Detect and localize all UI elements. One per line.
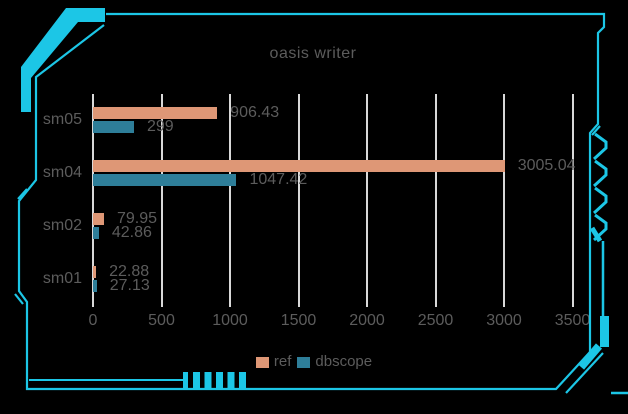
gridline-3000 <box>503 94 505 307</box>
category-label-sm04: sm04 <box>42 164 82 181</box>
legend-item-ref: ref <box>255 353 292 370</box>
x-axis-tick-label: 500 <box>148 312 175 329</box>
gridline-3500 <box>571 94 574 307</box>
category-label-sm01: sm01 <box>42 270 82 287</box>
frame-right-echo <box>591 125 601 136</box>
x-axis-tick-label: 3000 <box>486 312 522 329</box>
bar-ref-sm01 <box>93 266 97 278</box>
legend-swatch-ref <box>255 356 269 368</box>
legend-label-dbscope: dbscope <box>315 353 373 370</box>
legend-label-ref: ref <box>273 353 292 370</box>
frame-border-line <box>17 12 606 391</box>
value-label-ref-sm04: 3005.04 <box>517 157 576 174</box>
x-axis-tick-label: 2500 <box>417 312 454 329</box>
value-label-dbscope-sm02: 42.86 <box>111 224 152 241</box>
chart-title: oasis writer <box>269 45 357 62</box>
value-label-dbscope-sm01: 27.13 <box>109 277 150 294</box>
frame-chevrons <box>592 132 608 242</box>
frame-endcap <box>183 372 188 388</box>
frame-right-bar <box>600 316 609 347</box>
gridline-2000 <box>366 94 368 307</box>
x-axis-tick-label: 3500 <box>554 312 591 329</box>
bar-dbscope-sm01 <box>93 280 97 292</box>
frame-left-echo-lower <box>14 293 24 305</box>
gridline-1500 <box>297 94 300 307</box>
x-axis-tick-label: 1500 <box>280 312 317 329</box>
bar-dbscope-sm02 <box>93 227 99 239</box>
frame-dash-ticks <box>193 372 246 388</box>
x-axis-tick-label: 2000 <box>349 312 385 329</box>
value-label-ref-sm05: 906.43 <box>230 104 280 121</box>
gridline-2500 <box>434 94 437 307</box>
bar-dbscope-sm05 <box>93 121 134 133</box>
legend-swatch-dbscope <box>297 356 311 368</box>
x-axis-tick-label: 1000 <box>212 312 248 329</box>
value-label-dbscope-sm05: 299 <box>146 118 174 135</box>
value-label-dbscope-sm04: 1047.42 <box>249 171 308 188</box>
bar-dbscope-sm04 <box>93 174 237 186</box>
legend: ref dbscope <box>0 353 628 370</box>
frame-right-jog <box>589 226 603 243</box>
frame-left-echo-upper <box>17 188 28 200</box>
gridline-1000 <box>229 94 231 307</box>
category-label-sm05: sm05 <box>42 111 82 128</box>
bar-ref-sm02 <box>93 213 104 225</box>
x-axis-tick-label: 0 <box>88 312 98 329</box>
legend-item-dbscope: dbscope <box>297 353 373 370</box>
category-label-sm02: sm02 <box>42 217 82 234</box>
